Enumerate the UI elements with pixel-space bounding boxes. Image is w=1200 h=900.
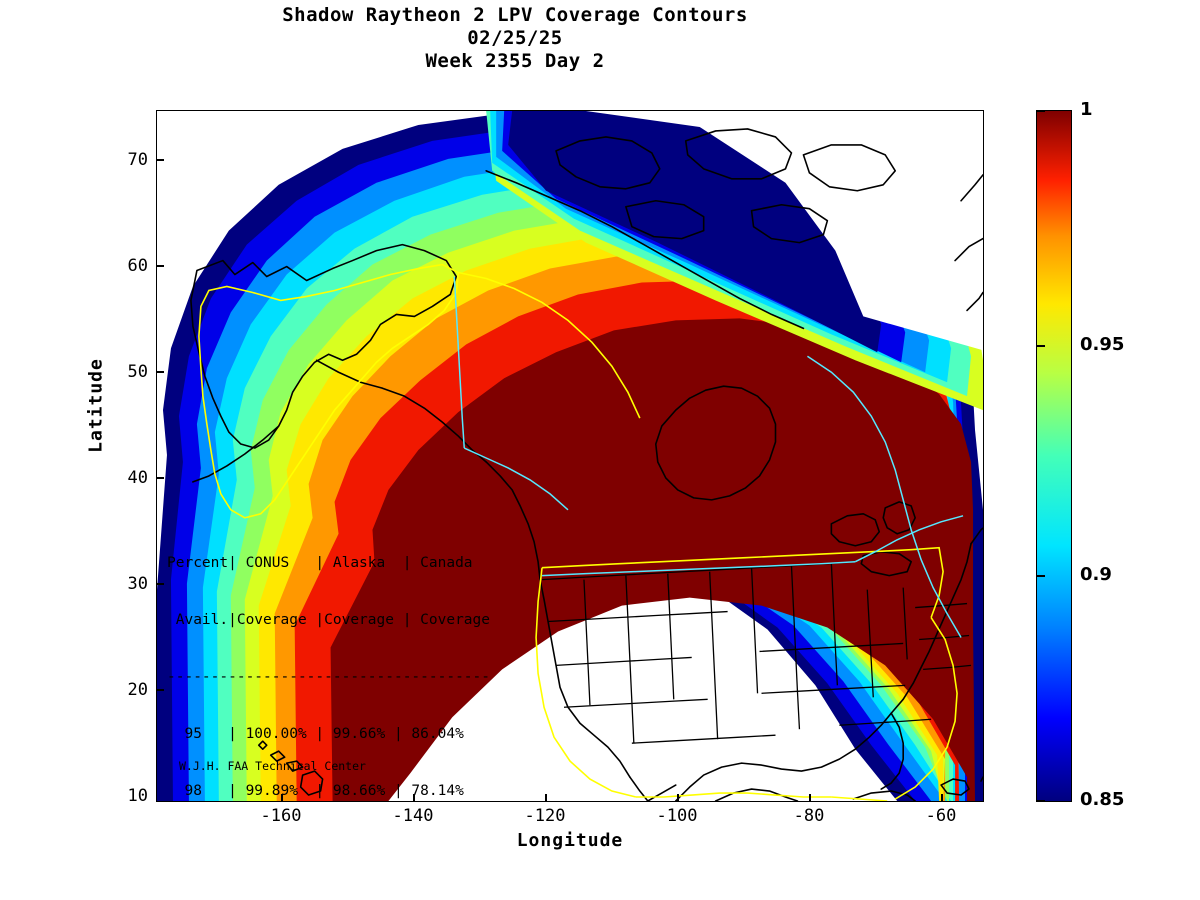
ytick-label: 20 bbox=[127, 680, 148, 700]
coastlines bbox=[190, 128, 983, 801]
colorbar-tick bbox=[1036, 575, 1045, 577]
ytick-mark bbox=[156, 583, 164, 585]
ytick-label: 10 bbox=[127, 786, 148, 806]
xtick-mark bbox=[941, 794, 943, 802]
colorbar-gradient bbox=[1036, 110, 1072, 802]
xtick-mark bbox=[545, 794, 547, 802]
colorbar-label: 0.85 bbox=[1080, 789, 1125, 810]
xtick-label: -140 bbox=[392, 806, 434, 826]
table-header-row-1: Percent| CONUS | Alaska | Canada bbox=[167, 555, 473, 571]
ytick-label: 40 bbox=[127, 468, 148, 488]
title-line-1: Shadow Raytheon 2 LPV Coverage Contours bbox=[282, 4, 748, 26]
coverage-map-plot: Percent| CONUS | Alaska | Canada Avail.|… bbox=[156, 110, 984, 802]
xtick-label: -120 bbox=[524, 806, 566, 826]
chart-title-block: Shadow Raytheon 2 LPV Coverage Contours … bbox=[0, 4, 1030, 73]
service-volume-boundary bbox=[198, 263, 958, 801]
national-borders bbox=[453, 276, 964, 638]
colorbar-label: 0.9 bbox=[1080, 564, 1112, 585]
xtick-mark bbox=[413, 794, 415, 802]
xtick-label: -80 bbox=[793, 806, 825, 826]
colorbar-tick bbox=[1036, 800, 1045, 802]
ytick-mark bbox=[156, 689, 164, 691]
ytick-mark bbox=[156, 265, 164, 267]
ytick-label: 50 bbox=[127, 362, 148, 382]
title-line-3: Week 2355 Day 2 bbox=[425, 50, 605, 72]
table-rule: ------------------------------------- bbox=[167, 669, 491, 685]
xtick-mark bbox=[809, 794, 811, 802]
map-svg bbox=[157, 111, 983, 801]
title-line-2: 02/25/25 bbox=[467, 27, 563, 49]
colorbar-label: 0.95 bbox=[1080, 334, 1125, 355]
arctic-low-coverage bbox=[486, 111, 983, 411]
xtick-label: -60 bbox=[925, 806, 957, 826]
state-boundaries bbox=[542, 561, 972, 744]
ytick-mark bbox=[156, 159, 164, 161]
table-row: 98 | 99.89% | 98.66% | 78.14% bbox=[167, 783, 464, 799]
coverage-statistics-table: Percent| CONUS | Alaska | Canada Avail.|… bbox=[167, 516, 491, 801]
credit-line-1: W.J.H. FAA Technical Center bbox=[179, 759, 366, 773]
ytick-label: 70 bbox=[127, 150, 148, 170]
y-axis-label: Latitude bbox=[85, 358, 107, 453]
ytick-label: 30 bbox=[127, 574, 148, 594]
table-header-row-2: Avail.|Coverage |Coverage | Coverage bbox=[167, 612, 491, 628]
ytick-label: 60 bbox=[127, 256, 148, 276]
xtick-label: -160 bbox=[260, 806, 302, 826]
colorbar-tick bbox=[1036, 110, 1045, 112]
x-axis-label: Longitude bbox=[516, 830, 624, 851]
table-row: 95 | 100.00% | 99.66% | 86.04% bbox=[167, 726, 464, 742]
ytick-mark bbox=[156, 371, 164, 373]
contour-field bbox=[157, 111, 983, 801]
colorbar-label: 1 bbox=[1080, 99, 1093, 120]
credit-block: W.J.H. FAA Technical Center WAAS Test Te… bbox=[179, 731, 366, 802]
xtick-mark bbox=[281, 794, 283, 802]
xtick-label: -100 bbox=[656, 806, 698, 826]
colorbar bbox=[1036, 110, 1072, 802]
ytick-mark bbox=[156, 477, 164, 479]
credit-line-2: WAAS Test Team bbox=[179, 801, 366, 802]
colorbar-tick bbox=[1036, 345, 1045, 347]
xtick-mark bbox=[677, 794, 679, 802]
contour-bands bbox=[157, 111, 983, 801]
